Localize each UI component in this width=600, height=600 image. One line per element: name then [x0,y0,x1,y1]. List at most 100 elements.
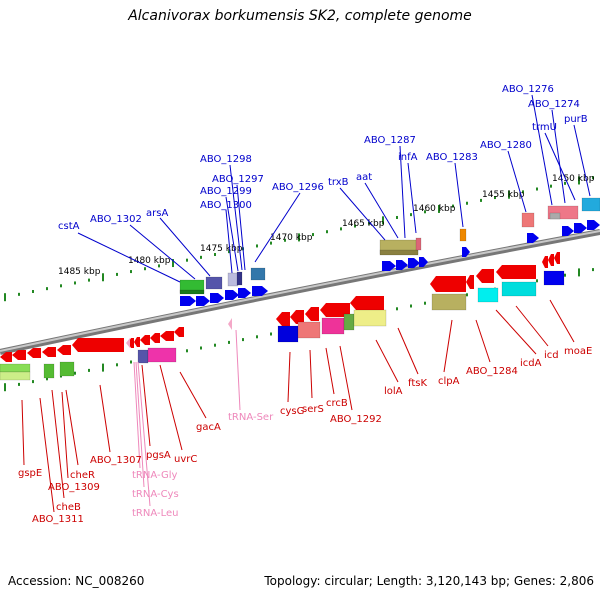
reverse-gene-label-leader [39,397,55,513]
inner-tick [32,380,34,384]
forward-gene-label[interactable]: arsA [146,208,168,219]
forward-cds-arrow [210,293,224,303]
forward-gene-label-leader [77,232,181,283]
outer-tick [60,284,62,288]
forward-gene-label-leader [507,150,527,213]
reverse-feature-box [501,281,537,297]
outer-tick-ring [4,176,594,302]
reverse-gene-label[interactable]: gspE [18,468,42,479]
forward-gene-label[interactable]: infA [398,152,418,163]
gene-labels: cstA ABO_1302 arsA ABO_1300 ABO_1299 ABO_1298… [18,84,592,525]
reverse-gene-label[interactable]: lolA [384,386,403,397]
outer-tick [200,255,202,259]
forward-gene-label-leader [364,182,399,239]
reverse-gene-label[interactable]: icdA [520,358,542,369]
reverse-gene-label[interactable]: serS [302,404,324,415]
kbp-label: 1455 kbp [482,190,525,200]
reverse-cds-arrow [57,345,71,355]
outer-tick [354,224,356,228]
forward-feature-box [227,272,239,287]
forward-gene-label[interactable]: cstA [58,221,80,232]
rna-gene-label[interactable]: tRNA-Cys [132,489,179,500]
forward-gene-label[interactable]: ABO_1283 [426,152,478,163]
reverse-gene-label[interactable]: pgsA [146,450,171,461]
forward-gene-label[interactable]: trmU [532,122,557,133]
forward-gene-label[interactable]: ABO_1274 [528,99,580,110]
forward-cds-arrow [196,296,210,306]
inner-tick [242,338,244,342]
forward-gene-label-leader [229,164,243,271]
reverse-gene-label[interactable]: crcB [326,398,348,409]
reverse-feature-box [59,361,75,377]
forward-cds-arrow [252,286,268,296]
reverse-gene-label[interactable]: icd [544,350,559,361]
forward-gene-label[interactable]: ABO_1300 [200,200,252,211]
outer-tick [46,287,48,291]
forward-gene-label[interactable]: ABO_1302 [90,214,142,225]
outer-tick [116,272,118,276]
rna-gene-label[interactable]: tRNA-Leu [132,508,178,519]
inner-tick [396,307,398,311]
outer-tick [74,281,76,285]
forward-feature-box [415,237,422,251]
map-title: Alcanivorax borkumensis SK2, complete ge… [128,8,472,24]
forward-gene-label[interactable]: ABO_1276 [502,84,554,95]
forward-cds-arrow [419,257,428,267]
reverse-cds-arrow [548,254,554,266]
accession-text: Accession: NC_008260 [8,574,145,588]
outer-tick [158,264,160,268]
reverse-cds-arrow [542,256,548,268]
kbp-label: 1475 kbp [200,244,243,254]
reverse-gene-label[interactable]: cheB [56,502,81,513]
reverse-gene-label-leader [65,389,79,466]
reverse-gene-label[interactable]: clpA [438,376,460,387]
trna-arrow [126,338,130,348]
outer-tick [550,184,552,188]
forward-gene-label-leader [573,124,591,197]
reverse-gene-label[interactable]: ABO_1307 [90,455,142,466]
reverse-gene-label[interactable]: moaE [564,346,592,357]
reverse-gene-label[interactable]: gacA [196,422,221,433]
rna-gene-label[interactable]: tRNA-Gly [132,470,177,481]
outer-tick [396,215,398,219]
reverse-gene-label[interactable]: uvrC [174,454,197,465]
reverse-gene-label[interactable]: cheR [70,470,95,481]
reverse-feature-box [0,363,31,373]
forward-cds-arrow [382,261,396,271]
reverse-feature-box [297,321,321,339]
reverse-cds-arrow [42,347,56,357]
reverse-gene-label[interactable]: ABO_1292 [330,414,382,425]
forward-gene-label-leader [544,132,576,201]
outer-tick [592,176,594,180]
reverse-gene-label[interactable]: ftsK [408,378,427,389]
reverse-gene-label[interactable]: cysG [280,406,304,417]
outer-tick [130,270,132,274]
reverse-gene-label-leader [549,299,575,343]
forward-gene-label[interactable]: purB [564,114,588,125]
forward-gene-label-leader [225,209,233,274]
reverse-gene-label[interactable]: ABO_1284 [466,366,518,377]
forward-cds-arrow [574,223,587,233]
reverse-cds-arrow [160,331,174,341]
outer-tick [480,198,482,202]
reverse-gene-label-leader [325,347,335,395]
kbp-label: 1470 kbp [270,233,313,243]
reverse-cds-arrow [276,312,290,326]
forward-gene-label[interactable]: ABO_1280 [480,140,532,151]
reverse-gene-label[interactable]: ABO_1311 [32,514,84,525]
forward-gene-label[interactable]: ABO_1297 [212,174,264,185]
forward-gene-label-leader [236,184,246,271]
inner-tick [466,293,468,297]
forward-gene-label[interactable]: aat [356,172,372,183]
forward-gene-label[interactable]: ABO_1298 [200,154,252,165]
kbp-label: 1465 kbp [342,219,385,229]
forward-cds-arrow [225,290,239,300]
forward-gene-label[interactable]: ABO_1287 [364,135,416,146]
outer-tick [186,258,188,262]
rna-gene-label[interactable]: tRNA-Ser [228,412,274,423]
inner-tick [18,382,20,386]
forward-gene-label[interactable]: ABO_1299 [200,186,252,197]
reverse-gene-label[interactable]: ABO_1309 [48,482,100,493]
forward-gene-label[interactable]: trxB [328,177,349,188]
forward-gene-label[interactable]: ABO_1296 [272,182,324,193]
